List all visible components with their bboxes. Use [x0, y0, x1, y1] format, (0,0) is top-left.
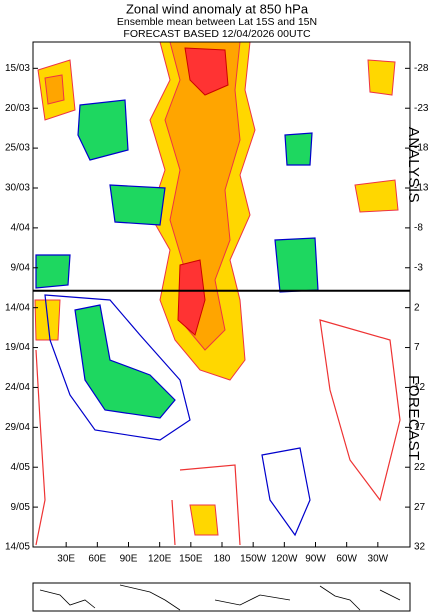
- coastline: [39, 584, 401, 611]
- date-label: 19/04: [5, 342, 30, 353]
- date-label: 15/03: [5, 63, 30, 74]
- x-tick-label: 150W: [240, 554, 267, 565]
- y-tick-label: 32: [414, 542, 426, 553]
- date-label: 20/03: [5, 103, 30, 114]
- contour-blob: [354, 179, 399, 213]
- date-label: 14/05: [5, 542, 30, 553]
- contour-line: [44, 294, 191, 441]
- date-label: 4/05: [11, 462, 31, 473]
- contour-blob: [164, 42, 241, 351]
- analysis-label: ANALYSIS: [405, 127, 422, 203]
- date-label: 25/03: [5, 143, 30, 154]
- y-tick-label: 2: [414, 302, 420, 313]
- contour-blob: [35, 254, 71, 289]
- contour-blob: [367, 59, 396, 96]
- date-label: 30/03: [5, 183, 30, 194]
- x-tick-label: 120W: [271, 554, 298, 565]
- contour-line: [35, 349, 46, 546]
- date-label: 29/04: [5, 422, 30, 433]
- x-tick-label: 60E: [88, 554, 106, 565]
- chart-title: Zonal wind anomaly at 850 hPa: [126, 1, 309, 16]
- contour-line: [171, 464, 241, 546]
- y-tick-label: 27: [414, 502, 426, 513]
- map-strip: [32, 582, 411, 612]
- contour-blob: [177, 259, 206, 336]
- chart-subtitle: Ensemble mean between Lat 15S and 15N: [117, 16, 317, 28]
- x-tick-label: 30W: [368, 554, 389, 565]
- y-tick-label: 7: [414, 342, 420, 353]
- date-label: 24/04: [5, 382, 30, 393]
- x-tick-label: 120E: [148, 554, 172, 565]
- x-tick-label: 90W: [305, 554, 326, 565]
- map-frame: [32, 582, 411, 612]
- y-tick-label: 17: [414, 422, 426, 433]
- y-tick-label: 22: [414, 462, 426, 473]
- contour-blob: [189, 504, 219, 536]
- y-tick-label: -13: [414, 183, 429, 194]
- date-label: 9/05: [11, 502, 31, 513]
- contour-blob: [74, 304, 176, 419]
- x-tick-label: 30E: [57, 554, 75, 565]
- date-label: 14/04: [5, 302, 30, 313]
- contour-blob: [284, 132, 313, 166]
- y-tick-label: -8: [414, 223, 423, 234]
- x-tick-label: 60W: [336, 554, 357, 565]
- contour-blob: [274, 237, 319, 293]
- date-label: 4/04: [11, 223, 31, 234]
- contour-line: [261, 447, 311, 537]
- contours: [34, 42, 401, 546]
- x-tick-label: 180: [214, 554, 231, 565]
- y-tick-label: -3: [414, 262, 423, 273]
- y-tick-label: -18: [414, 143, 429, 154]
- forecast-label: FORECAST: [405, 375, 422, 461]
- x-tick-label: 150E: [179, 554, 203, 565]
- contour-line: [319, 319, 401, 502]
- contour-blob: [184, 47, 229, 96]
- contour-blob: [44, 74, 65, 105]
- y-tick-label: -28: [414, 63, 429, 74]
- x-tick-label: 90E: [120, 554, 138, 565]
- y-tick-label: -23: [414, 103, 429, 114]
- forecast-note: FORECAST BASED 12/04/2026 00UTC: [123, 28, 311, 40]
- contour-blob: [109, 184, 166, 226]
- contour-blob: [77, 99, 129, 161]
- y-tick-label: 12: [414, 382, 426, 393]
- date-label: 9/04: [11, 262, 31, 273]
